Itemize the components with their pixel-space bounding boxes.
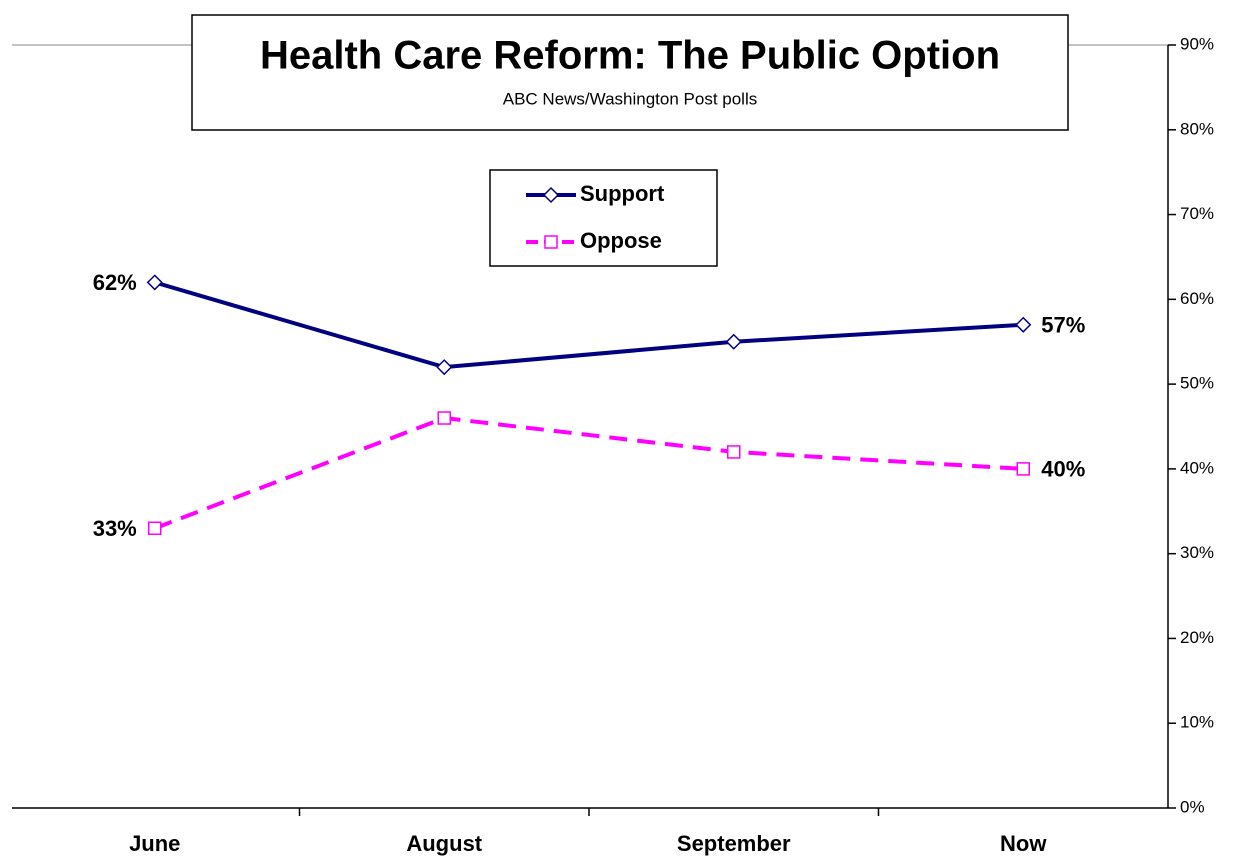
marker <box>148 521 162 535</box>
y-tick-label: 20% <box>1180 628 1214 647</box>
y-tick-label: 60% <box>1180 289 1214 308</box>
marker <box>544 235 558 249</box>
marker <box>727 445 741 459</box>
chart-title: Health Care Reform: The Public Option <box>260 34 1000 78</box>
data-label: 40% <box>1041 457 1085 482</box>
data-label: 57% <box>1041 313 1085 338</box>
y-tick-label: 40% <box>1180 458 1214 477</box>
legend-box <box>489 169 718 267</box>
marker <box>1015 316 1032 333</box>
y-tick-label: 70% <box>1180 204 1214 223</box>
series-line <box>154 415 1024 531</box>
data-label: 62% <box>93 270 137 295</box>
y-tick-label: 80% <box>1180 119 1214 138</box>
x-tick-label: September <box>677 831 791 856</box>
chart-subtitle: ABC News/Washington Post polls <box>503 89 757 108</box>
y-tick-label: 90% <box>1180 34 1214 53</box>
marker <box>436 359 453 376</box>
title-box <box>191 14 1069 131</box>
y-tick-label: 0% <box>1180 797 1205 816</box>
data-label: 33% <box>93 516 137 541</box>
y-tick-label: 10% <box>1180 713 1214 732</box>
y-tick-label: 30% <box>1180 543 1214 562</box>
y-tick-label: 50% <box>1180 374 1214 393</box>
legend-label: Support <box>580 181 665 206</box>
x-tick-label: August <box>406 831 482 856</box>
marker <box>725 333 742 350</box>
series-line <box>154 280 1024 370</box>
marker <box>437 411 451 425</box>
x-tick-label: June <box>129 831 180 856</box>
marker <box>542 186 560 204</box>
marker <box>146 274 163 291</box>
legend-label: Oppose <box>580 228 662 253</box>
x-tick-label: Now <box>1000 831 1047 856</box>
marker <box>1016 462 1030 476</box>
